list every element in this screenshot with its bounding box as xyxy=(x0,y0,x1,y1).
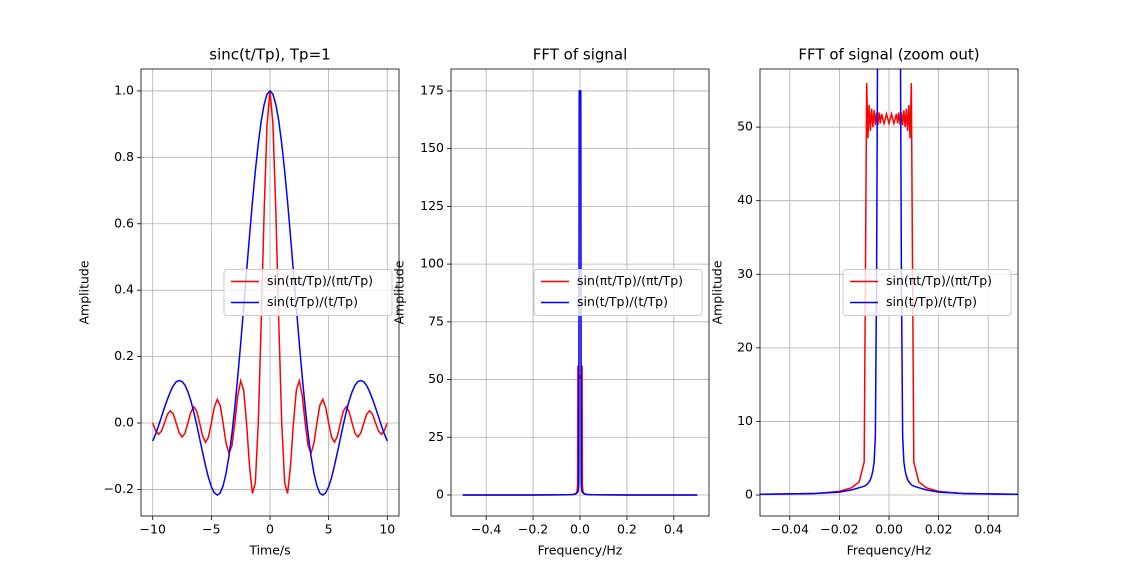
y-tick-label: 0.6 xyxy=(114,215,134,230)
x-tick-label: −0.2 xyxy=(518,522,548,537)
series-line xyxy=(760,69,1018,496)
y-axis-label: Amplitude xyxy=(392,260,407,324)
x-tick-label: 5 xyxy=(325,522,333,537)
x-tick-label: −10 xyxy=(140,522,166,537)
y-tick-label: 30 xyxy=(737,266,753,281)
plot-lines xyxy=(152,89,388,497)
x-tick-label: −5 xyxy=(202,522,220,537)
y-axis-label: Amplitude xyxy=(77,260,92,324)
subplot: −0.04 −0.02 0.00 0.02 0.04 0 10 20 30 40 50 FFT of … xyxy=(710,46,1019,558)
axes-frame xyxy=(450,68,710,517)
y-tick-label: −0.2 xyxy=(104,481,134,496)
series-line xyxy=(462,90,698,496)
x-tick-label: 0.02 xyxy=(925,522,953,537)
x-tick-label: −0.4 xyxy=(471,522,501,537)
legend-label: sin(t/Tp)/(t/Tp) xyxy=(267,294,358,309)
x-tick-label: 0 xyxy=(266,522,274,537)
y-axis-label: Amplitude xyxy=(710,260,725,324)
legend-label: sin(πt/Tp)/(πt/Tp) xyxy=(886,273,992,288)
y-tick-label: 150 xyxy=(420,140,444,155)
series-line xyxy=(152,89,388,497)
plot-lines xyxy=(462,90,698,496)
y-tick-label: 40 xyxy=(737,192,753,207)
x-tick-label: −0.04 xyxy=(771,522,809,537)
y-tick-label: 0.0 xyxy=(114,415,134,430)
legend-box xyxy=(842,269,1012,316)
y-tick-label: 1.0 xyxy=(114,82,134,97)
x-tick-label: 0.00 xyxy=(875,522,903,537)
x-axis-label: Frequency/Hz xyxy=(538,543,623,558)
y-tick-label: 10 xyxy=(737,413,753,428)
y-tick-label: 175 xyxy=(420,82,444,97)
y-tick-label: 20 xyxy=(737,339,753,354)
legend-label: sin(t/Tp)/(t/Tp) xyxy=(577,294,668,309)
x-axis-label: Time/s xyxy=(248,543,290,558)
chart-title: FFT of signal (zoom out) xyxy=(798,46,979,64)
x-axis-label: Frequency/Hz xyxy=(847,543,932,558)
y-tick-label: 0.4 xyxy=(114,282,134,297)
chart-title: FFT of signal xyxy=(533,46,628,64)
series-line xyxy=(462,365,698,496)
x-tick-label: 0.4 xyxy=(664,522,684,537)
y-tick-label: 50 xyxy=(737,119,753,134)
x-tick-label: 10 xyxy=(379,522,395,537)
legend-box xyxy=(533,269,703,316)
y-tick-label: 125 xyxy=(420,198,444,213)
legend-label: sin(πt/Tp)/(πt/Tp) xyxy=(577,273,683,288)
y-tick-label: 0 xyxy=(436,486,444,501)
axes-frame xyxy=(140,68,400,517)
y-tick-label: 75 xyxy=(428,313,444,328)
x-tick-label: 0.04 xyxy=(974,522,1002,537)
x-tick-label: 0.2 xyxy=(617,522,637,537)
legend-label: sin(πt/Tp)/(πt/Tp) xyxy=(267,273,373,288)
y-tick-label: 100 xyxy=(420,256,444,271)
subplot: −0.4 −0.2 0.0 0.2 0.4 0 25 50 75 100 125 150 175 FFT … xyxy=(392,46,710,558)
chart-title: sinc(t/Tp), Tp=1 xyxy=(209,46,330,64)
legend-box xyxy=(223,269,393,316)
x-tick-label: 0.0 xyxy=(570,522,590,537)
y-tick-label: 25 xyxy=(428,429,444,444)
x-tick-label: −0.02 xyxy=(820,522,858,537)
legend-label: sin(t/Tp)/(t/Tp) xyxy=(886,294,977,309)
axes-frame xyxy=(759,68,1019,517)
y-tick-label: 50 xyxy=(428,371,444,386)
y-tick-label: 0.8 xyxy=(114,149,134,164)
y-tick-label: 0.2 xyxy=(114,348,134,363)
y-tick-label: 0 xyxy=(745,487,753,502)
subplot: −10 −5 0 5 10 −0.2 0.0 0.2 0.4 0.6 0.8 1.0 sinc(t/Tp… xyxy=(77,46,400,558)
